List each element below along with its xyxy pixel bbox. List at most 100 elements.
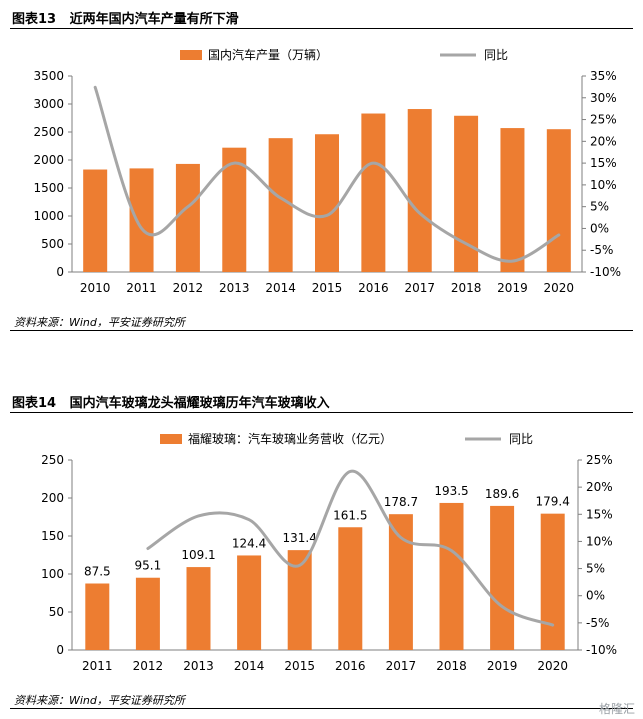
- bar: [490, 505, 515, 650]
- legend-bar-swatch: [180, 50, 202, 60]
- x-tick-label: 2015: [284, 659, 315, 673]
- right-tick-label: 5%: [586, 562, 605, 576]
- x-tick-label: 2013: [219, 281, 250, 295]
- bar: [175, 163, 200, 272]
- x-tick-label: 2016: [358, 281, 389, 295]
- x-tick-label: 2019: [497, 281, 528, 295]
- left-tick-label: 50: [49, 605, 64, 619]
- bar: [186, 567, 211, 650]
- x-tick-label: 2020: [544, 281, 575, 295]
- left-tick-label: 150: [41, 529, 64, 543]
- bar-data-label: 179.4: [536, 495, 570, 509]
- watermark-logo: 格隆汇: [598, 702, 635, 716]
- bar: [338, 527, 363, 650]
- right-tick-label: 0%: [586, 589, 605, 603]
- x-tick-label: 2014: [234, 659, 265, 673]
- right-tick-label: -5%: [586, 616, 609, 630]
- right-tick-label: 35%: [590, 69, 617, 83]
- left-tick-label: 0: [56, 643, 64, 657]
- right-tick-label: 30%: [590, 91, 617, 105]
- x-tick-label: 2017: [386, 659, 417, 673]
- legend-bar-label: 国内汽车产量（万辆）: [208, 47, 328, 62]
- x-tick-label: 2013: [183, 659, 214, 673]
- right-tick-label: 10%: [590, 178, 617, 192]
- bar: [439, 502, 464, 650]
- left-tick-label: 3500: [33, 69, 64, 83]
- x-tick-label: 2017: [404, 281, 435, 295]
- left-tick-label: 0: [56, 265, 64, 279]
- chart-source: 资料来源：Wind，平安证券研究所: [14, 316, 185, 329]
- right-tick-label: 25%: [590, 113, 617, 127]
- bar: [361, 113, 386, 273]
- bar: [315, 134, 339, 272]
- right-tick-label: 25%: [586, 453, 613, 467]
- right-tick-label: -10%: [590, 265, 621, 279]
- right-tick-label: 20%: [586, 480, 613, 494]
- bar: [500, 128, 525, 272]
- bar: [222, 147, 247, 272]
- bar-data-label: 109.1: [181, 548, 215, 562]
- left-tick-label: 3000: [33, 97, 64, 111]
- x-tick-label: 2016: [335, 659, 366, 673]
- chart-block-production: 图表13 近两年国内汽车产量有所下滑 0 500 1000 1500 2000 2500 3…: [10, 6, 633, 336]
- legend-bar-label: 福耀玻璃：汽车玻璃业务营收（亿元）: [188, 431, 392, 446]
- bar-data-label: 193.5: [434, 484, 468, 498]
- x-tick-label: 2014: [265, 281, 296, 295]
- right-tick-label: 0%: [590, 221, 609, 235]
- x-tick-label: 2011: [126, 281, 157, 295]
- left-tick-label: 500: [41, 237, 64, 251]
- right-tick-label: 15%: [590, 156, 617, 170]
- x-tick-label: 2020: [537, 659, 568, 673]
- left-tick-label: 1000: [33, 209, 64, 223]
- bar-data-label: 178.7: [384, 495, 418, 509]
- right-tick-label: 10%: [586, 534, 613, 548]
- left-tick-label: 2000: [33, 153, 64, 167]
- source-divider: [10, 330, 633, 331]
- bar: [237, 555, 262, 650]
- legend-bar-swatch: [160, 434, 182, 444]
- chart-title-bar: 图表14 国内汽车玻璃龙头福耀玻璃历年汽车玻璃收入: [10, 390, 633, 413]
- left-tick-label: 2500: [33, 125, 64, 139]
- x-tick-label: 2012: [173, 281, 204, 295]
- legend-line-label: 同比: [509, 432, 533, 446]
- x-tick-label: 2012: [133, 659, 164, 673]
- right-tick-label: -10%: [586, 643, 617, 657]
- bar: [540, 513, 565, 650]
- bar: [546, 129, 571, 272]
- right-tick-label: 15%: [586, 507, 613, 521]
- bar-data-label: 131.4: [283, 531, 317, 545]
- left-tick-label: 250: [41, 453, 64, 467]
- bar-data-label: 189.6: [485, 487, 519, 501]
- chart-source: 资料来源：Wind，平安证券研究所: [14, 694, 185, 707]
- right-tick-label: 20%: [590, 134, 617, 148]
- bar: [85, 583, 110, 650]
- bar-data-label: 124.4: [232, 536, 266, 550]
- production-chart: 0 500 1000 1500 2000 2500 3000 3500 -10% -5% 0% 5% 1…: [33, 47, 621, 295]
- right-tick-label: 5%: [590, 200, 609, 214]
- left-tick-label: 100: [41, 567, 64, 581]
- right-tick-label: -5%: [590, 243, 613, 257]
- left-tick-label: 1500: [33, 181, 64, 195]
- x-tick-label: 2010: [80, 281, 111, 295]
- bar: [83, 169, 108, 272]
- bar: [129, 168, 154, 272]
- x-tick-label: 2018: [436, 659, 467, 673]
- bar: [407, 109, 432, 272]
- yoy-line: [93, 85, 561, 263]
- bar-data-label: 87.5: [84, 565, 111, 579]
- chart-title-bar: 图表13 近两年国内汽车产量有所下滑: [10, 6, 633, 29]
- bar: [454, 115, 479, 272]
- x-tick-label: 2019: [487, 659, 518, 673]
- source-divider: [10, 708, 633, 709]
- x-tick-label: 2015: [312, 281, 343, 295]
- bar-data-label: 161.5: [333, 508, 367, 522]
- legend-line-label: 同比: [484, 48, 508, 62]
- chart-block-fuyao: 图表14 国内汽车玻璃龙头福耀玻璃历年汽车玻璃收入 0 50 100 150 200 25…: [10, 390, 633, 715]
- chart-title: 图表14 国内汽车玻璃龙头福耀玻璃历年汽车玻璃收入: [12, 396, 330, 411]
- fuyao-revenue-chart: 0 50 100 150 200 250 -10% -5% 0% 5% 10% 15% 20% 25% 87…: [41, 431, 617, 673]
- bar-data-label: 95.1: [135, 559, 162, 573]
- bar: [135, 577, 160, 650]
- bar: [268, 138, 293, 272]
- chart-title: 图表13 近两年国内汽车产量有所下滑: [12, 12, 239, 27]
- x-tick-label: 2011: [82, 659, 113, 673]
